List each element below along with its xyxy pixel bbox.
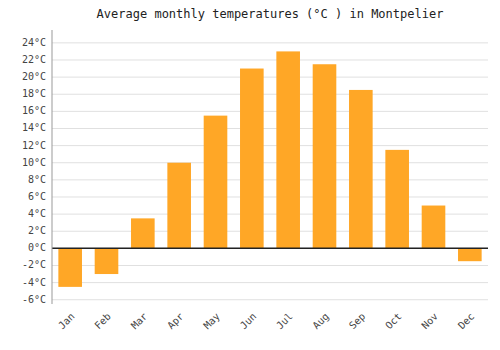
bar <box>276 51 300 248</box>
grid-line <box>52 282 488 283</box>
grid-line <box>52 248 488 249</box>
y-tick-labels: -6°C -4°C -2°C 0°C 2°C 4°C 6°C 8°C 10°C 12°C 14°C 1… <box>22 37 46 305</box>
y-tick-label: 6°C <box>28 191 46 202</box>
y-tick-label: 8°C <box>28 174 46 185</box>
grid-line <box>52 145 488 146</box>
y-tick-label: -2°C <box>22 259 46 270</box>
grid-line <box>52 128 488 129</box>
y-tick-label: -4°C <box>22 277 46 288</box>
grid-line <box>52 42 488 43</box>
bar <box>95 248 119 274</box>
bar <box>204 116 228 249</box>
x-tick-label: Mar <box>129 311 150 332</box>
y-tick-label: 16°C <box>22 105 46 116</box>
grid-line <box>52 94 488 95</box>
y-tick-label: 4°C <box>28 208 46 219</box>
chart-svg: -6°C -4°C -2°C 0°C 2°C 4°C 6°C 8°C 10°C 12°C 14°C 1… <box>0 0 500 350</box>
chart-container: -6°C -4°C -2°C 0°C 2°C 4°C 6°C 8°C 10°C 12°C 14°C 1… <box>0 0 500 350</box>
bars <box>58 51 481 286</box>
grid <box>52 43 488 300</box>
zero-line <box>52 248 488 250</box>
y-tick-label: 20°C <box>22 71 46 82</box>
y-tick-label: 2°C <box>28 225 46 236</box>
y-tick-label: -6°C <box>22 294 46 305</box>
x-tick-label: Nov <box>419 311 440 332</box>
x-tick-label: May <box>201 311 222 332</box>
x-tick-labels: Jan Feb Mar Apr May Jun Jul Aug Sep Oct Nov Dec <box>56 311 476 332</box>
y-tick-label: 24°C <box>22 37 46 48</box>
grid-line <box>52 59 488 60</box>
grid-line <box>52 77 488 78</box>
bar <box>58 248 82 287</box>
x-tick-label: Sep <box>347 311 368 332</box>
bar <box>385 150 409 248</box>
y-tick-label: 14°C <box>22 122 46 133</box>
bar <box>167 163 191 249</box>
grid-line <box>52 179 488 180</box>
grid-line <box>52 162 488 163</box>
x-tick-label: Jul <box>274 311 295 332</box>
y-tick-label: 22°C <box>22 54 46 65</box>
bar <box>458 248 482 261</box>
bar <box>131 218 155 248</box>
grid-line <box>52 299 488 300</box>
x-tick-label: Feb <box>92 311 113 332</box>
x-tick-label: Aug <box>310 311 331 332</box>
grid-line <box>52 111 488 112</box>
y-tick-label: 10°C <box>22 157 46 168</box>
grid-line <box>52 196 488 197</box>
bar <box>240 69 264 249</box>
y-tick-label: 0°C <box>28 242 46 253</box>
bar <box>349 90 373 248</box>
bar <box>313 64 337 248</box>
x-tick-label: Jan <box>56 311 77 332</box>
x-tick-label: Dec <box>456 311 477 332</box>
bar <box>422 206 446 249</box>
x-tick-label: Jun <box>238 311 259 332</box>
chart-title: Average monthly temperatures (°C ) in Mo… <box>97 7 444 21</box>
y-tick-label: 12°C <box>22 140 46 151</box>
x-tick-label: Oct <box>383 311 404 332</box>
x-tick-label: Apr <box>165 311 186 332</box>
y-tick-label: 18°C <box>22 88 46 99</box>
y-axis-line <box>52 30 53 304</box>
